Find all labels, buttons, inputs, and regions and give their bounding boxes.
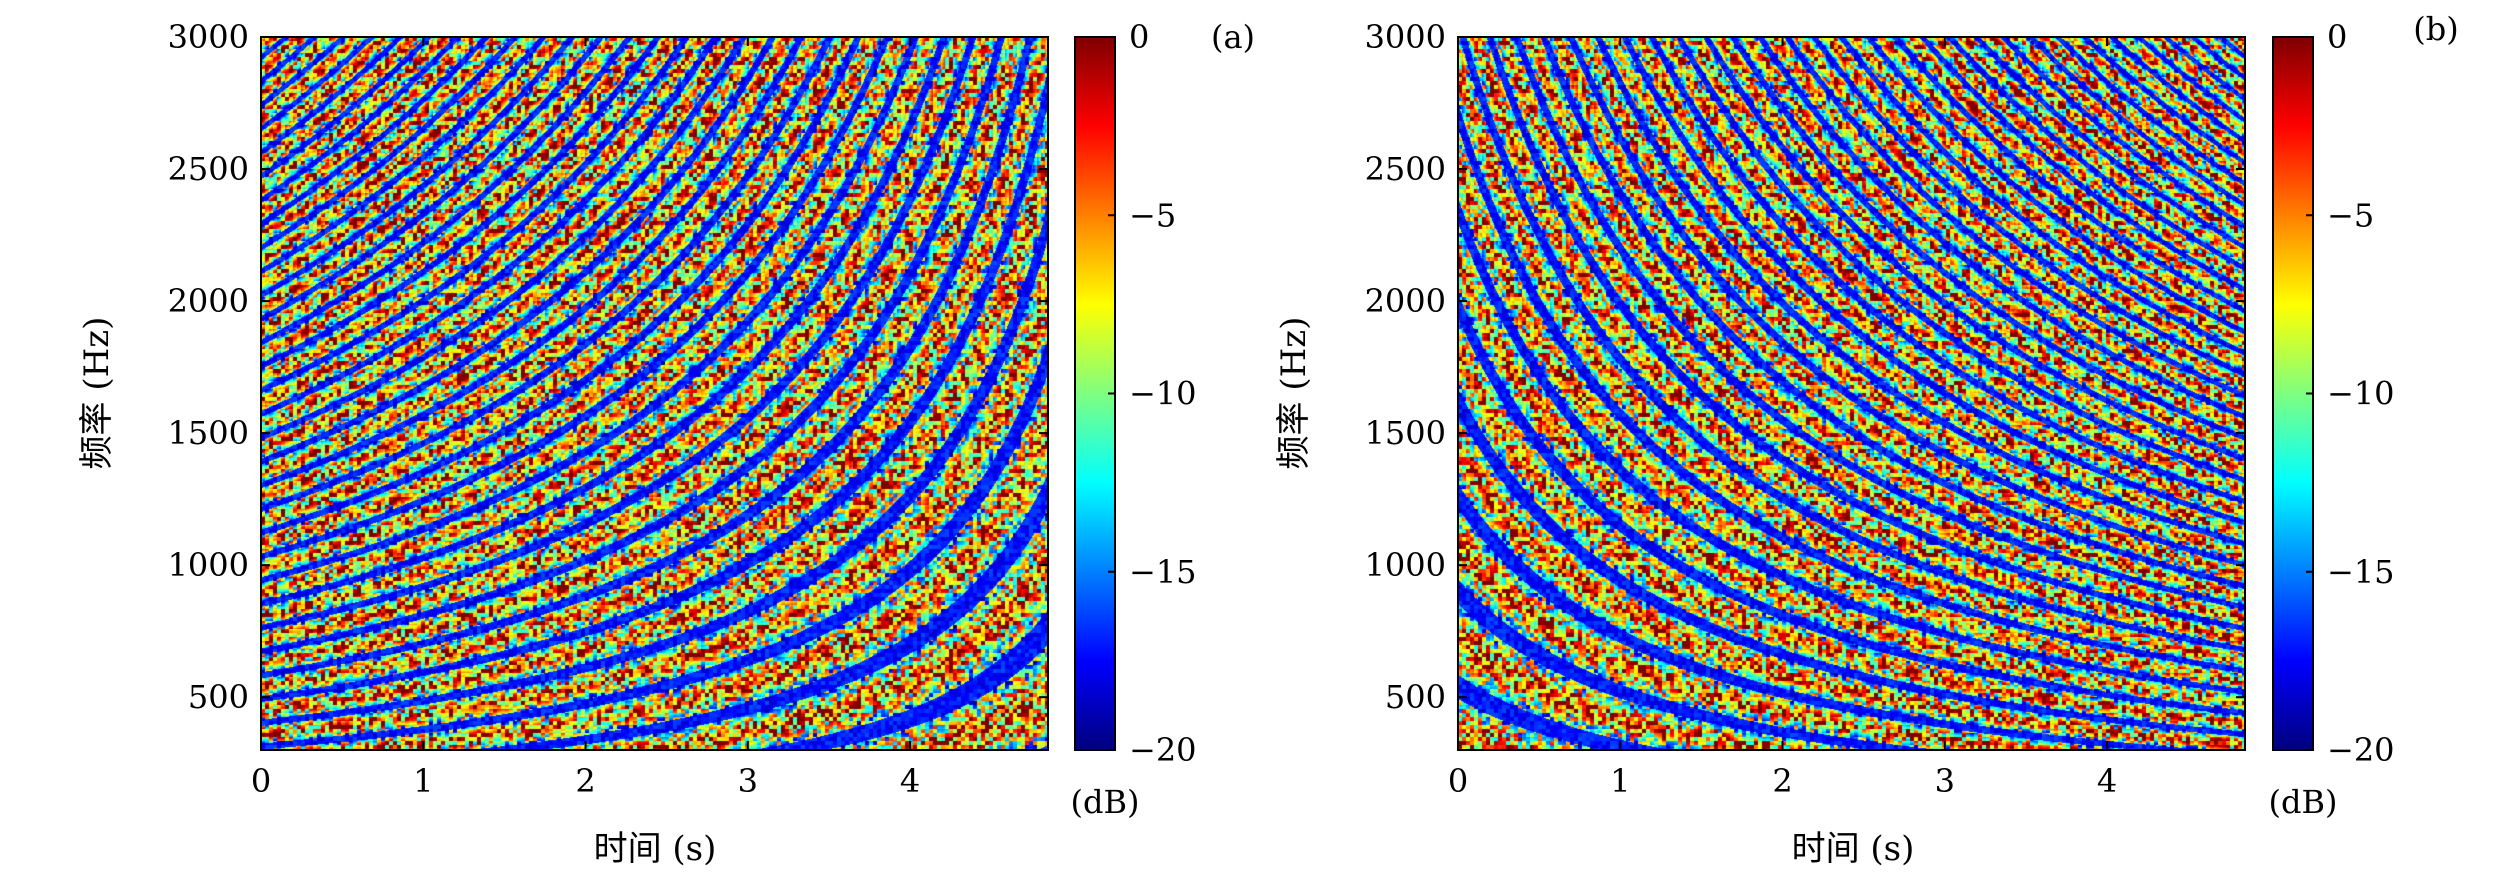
y-tick-label: 1000 xyxy=(1365,546,1446,584)
colorbar-tick-label: −20 xyxy=(2327,731,2395,769)
x-axis-label-b: 时间 (s) xyxy=(1792,829,1915,869)
colorbar-tick-label: 0 xyxy=(2327,18,2347,56)
panel-label-a: (a) xyxy=(1211,18,1255,56)
x-tick-label: 3 xyxy=(738,762,758,800)
panel-a: 0 1 2 3 4 500 1000 1500 2000 2500 3000 时间 (s) 频率 … xyxy=(77,18,1255,869)
x-tick-label: 3 xyxy=(1935,762,1955,800)
x-tick-label: 0 xyxy=(251,762,271,800)
x-tick-label: 4 xyxy=(2097,762,2117,800)
panel-label-b: (b) xyxy=(2413,10,2458,48)
y-tick-label: 2000 xyxy=(1365,282,1446,320)
colorbar-tick-label: −20 xyxy=(1129,731,1197,769)
y-axis-a: 500 1000 1500 2000 2500 3000 xyxy=(168,18,1048,716)
colorbar-tick-label: −5 xyxy=(1129,196,1176,234)
y-tick-label: 1500 xyxy=(1365,414,1446,452)
x-tick-label: 2 xyxy=(1772,762,1792,800)
colorbar-tick-label: −10 xyxy=(2327,375,2395,413)
x-axis-a: 0 1 2 3 4 xyxy=(251,37,920,800)
spectrogram-b xyxy=(1458,37,2245,750)
y-tick-label: 2500 xyxy=(168,150,249,188)
x-tick-label: 1 xyxy=(413,762,433,800)
x-tick-label: 4 xyxy=(900,762,920,800)
colorbar-tick-label: −15 xyxy=(1129,553,1197,591)
y-tick-label: 500 xyxy=(1385,678,1446,716)
colorbar-tick-label: 0 xyxy=(1129,18,1149,56)
colorbar-tick-label: −10 xyxy=(1129,375,1197,413)
colorbar-b xyxy=(2272,36,2314,751)
x-tick-label: 1 xyxy=(1610,762,1630,800)
x-axis-b: 0 1 2 3 4 xyxy=(1448,37,2117,800)
colorbar-tick-label: −5 xyxy=(2327,196,2374,234)
y-tick-label: 2500 xyxy=(1365,150,1446,188)
plot-frame-a xyxy=(260,36,1049,751)
x-tick-label: 0 xyxy=(1448,762,1468,800)
y-tick-label: 3000 xyxy=(1365,18,1446,56)
spectrogram-a xyxy=(261,37,1048,750)
y-tick-label: 1000 xyxy=(168,546,249,584)
panel-b: 0 1 2 3 4 500 1000 1500 2000 2500 3000 时间 (s) 频率 … xyxy=(1274,10,2459,869)
colorbar-label-b: (dB) xyxy=(2269,783,2338,821)
y-tick-label: 2000 xyxy=(168,282,249,320)
y-axis-b: 500 1000 1500 2000 2500 3000 xyxy=(1365,18,2245,716)
y-tick-label: 3000 xyxy=(168,18,249,56)
colorbar-ticks-a: 0 −5 −10 −15 −20 xyxy=(1108,18,1197,769)
colorbar-tick-label: −15 xyxy=(2327,553,2395,591)
y-tick-label: 1500 xyxy=(168,414,249,452)
y-axis-label-b: 频率 (Hz) xyxy=(1274,317,1314,470)
y-tick-label: 500 xyxy=(188,678,249,716)
plot-frame-b xyxy=(1457,36,2246,751)
colorbar-label-a: (dB) xyxy=(1071,783,1140,821)
x-axis-label-a: 时间 (s) xyxy=(594,829,717,869)
y-axis-label-a: 频率 (Hz) xyxy=(77,317,117,470)
colorbar-ticks-b: 0 −5 −10 −15 −20 xyxy=(2306,18,2395,769)
x-tick-label: 2 xyxy=(575,762,595,800)
